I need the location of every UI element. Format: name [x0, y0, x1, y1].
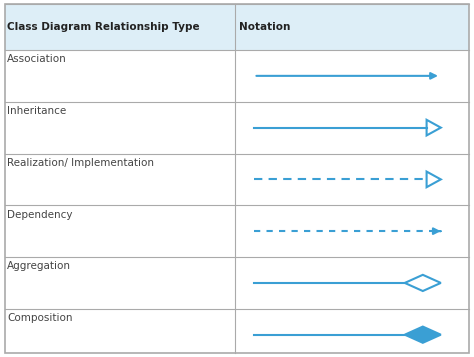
Text: Association: Association: [7, 54, 67, 64]
Text: Dependency: Dependency: [7, 210, 73, 220]
Text: Notation: Notation: [239, 22, 291, 32]
Polygon shape: [405, 275, 441, 291]
Polygon shape: [427, 172, 441, 187]
Text: Class Diagram Relationship Type: Class Diagram Relationship Type: [7, 22, 200, 32]
Text: Aggregation: Aggregation: [7, 261, 71, 271]
Text: Inheritance: Inheritance: [7, 106, 66, 116]
Text: Composition: Composition: [7, 313, 73, 323]
Bar: [5, 4, 469, 50]
Text: Realization/ Implementation: Realization/ Implementation: [7, 158, 154, 168]
Polygon shape: [405, 327, 441, 343]
Polygon shape: [427, 120, 441, 135]
